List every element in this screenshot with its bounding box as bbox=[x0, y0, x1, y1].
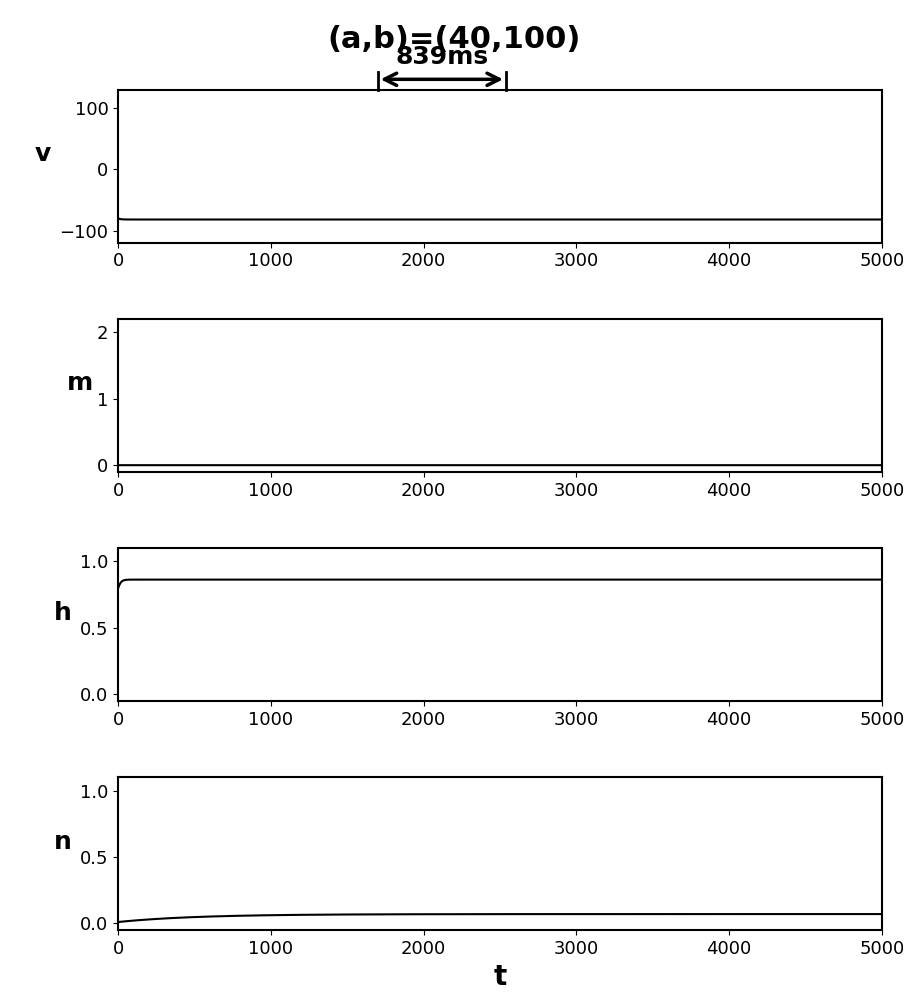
Y-axis label: v: v bbox=[35, 142, 51, 166]
Text: 839ms: 839ms bbox=[395, 45, 488, 69]
Y-axis label: h: h bbox=[55, 601, 72, 625]
Y-axis label: n: n bbox=[55, 830, 72, 854]
Y-axis label: m: m bbox=[67, 371, 94, 395]
X-axis label: t: t bbox=[494, 963, 506, 991]
Text: (a,b)=(40,100): (a,b)=(40,100) bbox=[328, 25, 581, 54]
